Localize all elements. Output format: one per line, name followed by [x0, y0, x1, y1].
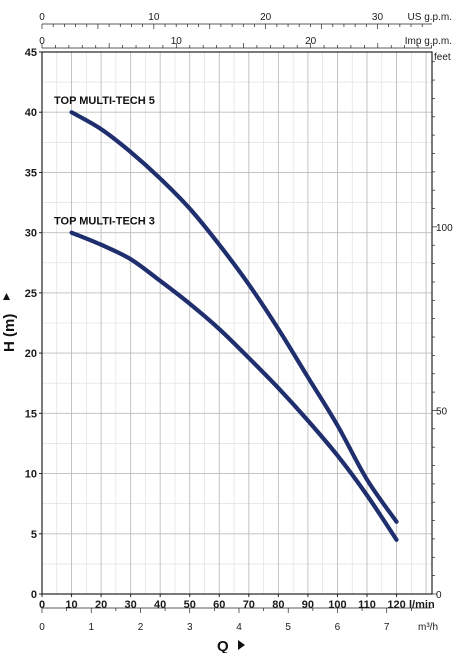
y-tick-label: 5 — [31, 529, 37, 541]
y-axis-arrow-icon — [3, 293, 10, 300]
feet-tick-label: 50 — [436, 406, 448, 417]
imp-gpm-tick-label: 20 — [305, 36, 317, 47]
x-tick-label: 120 — [387, 599, 405, 611]
m3h-tick-label: 6 — [335, 622, 341, 633]
y-tick-label: 10 — [25, 469, 37, 481]
minor-grid — [42, 52, 432, 594]
x-tick-label: 10 — [65, 599, 77, 611]
m3h-tick-label: 1 — [88, 622, 94, 633]
y-tick-label: 20 — [25, 348, 37, 360]
x-tick-label: 110 — [358, 599, 376, 611]
x-tick-label: 20 — [95, 599, 107, 611]
y-tick-label: 0 — [31, 589, 37, 601]
us-gpm-tick-label: 10 — [148, 12, 160, 23]
imp-gpm-unit-label: Imp g.p.m. — [405, 36, 452, 47]
imp-gpm-tick-label: 10 — [171, 36, 183, 47]
series-layer: TOP MULTI-TECH 5 TOP MULTI-TECH 3 — [54, 95, 399, 542]
us-gpm-tick-label: 0 — [39, 12, 45, 23]
m3h-tick-label: 0 — [39, 622, 45, 633]
m3h-tick-label: 4 — [236, 622, 242, 633]
y-tick-label: 15 — [25, 408, 37, 420]
feet-tick-label: 100 — [436, 223, 453, 234]
x-tick-label: 90 — [302, 599, 314, 611]
us-gpm-tick-label: 20 — [260, 12, 272, 23]
x-tick-label: 30 — [125, 599, 137, 611]
m3h-tick-label: 2 — [138, 622, 144, 633]
x-tick-label: 80 — [272, 599, 284, 611]
top-imp-gpm-axis: 0 10 20 — [39, 36, 432, 49]
top-us-gpm-axis: 0 10 20 30 — [39, 12, 432, 29]
bottom-lmin-axis: 0 10 20 30 40 50 60 70 80 90 100 110 120 — [39, 594, 406, 611]
x-tick-label: 70 — [243, 599, 255, 611]
x-tick-label: 60 — [213, 599, 225, 611]
lmin-unit-label: l/min — [409, 599, 435, 611]
feet-unit-label: feet — [434, 52, 451, 63]
plot-frame — [41, 51, 433, 595]
us-gpm-tick-label: 30 — [372, 12, 384, 23]
right-feet-axis: 0 50 100 — [432, 61, 453, 601]
y-tick-label: 45 — [25, 47, 37, 59]
left-h-axis: 0 5 10 15 20 25 30 35 40 45 — [25, 47, 42, 601]
series-line-1 — [69, 110, 399, 524]
y-axis-title: H (m) — [1, 314, 18, 352]
bottom-m3h-axis: 0 1 2 3 4 5 6 7 — [39, 607, 432, 633]
imp-gpm-tick-label: 0 — [39, 36, 45, 47]
x-axis-title: Q — [217, 638, 229, 653]
y-tick-label: 30 — [25, 228, 37, 240]
series-line-2 — [69, 230, 399, 542]
m3h-tick-label: 3 — [187, 622, 193, 633]
x-axis-arrow-icon — [238, 640, 245, 650]
m3h-unit-label: m³/h — [418, 622, 438, 633]
series-label-1: TOP MULTI-TECH 5 — [54, 95, 155, 107]
x-tick-label: 40 — [154, 599, 166, 611]
series-label-2: TOP MULTI-TECH 3 — [54, 216, 155, 228]
us-gpm-unit-label: US g.p.m. — [408, 12, 452, 23]
m3h-tick-label: 7 — [384, 622, 390, 633]
x-tick-label: 0 — [39, 599, 45, 611]
feet-tick-label: 0 — [436, 590, 442, 601]
y-tick-label: 40 — [25, 107, 37, 119]
m3h-tick-label: 5 — [285, 622, 291, 633]
y-tick-label: 25 — [25, 288, 37, 300]
y-tick-label: 35 — [25, 167, 37, 179]
